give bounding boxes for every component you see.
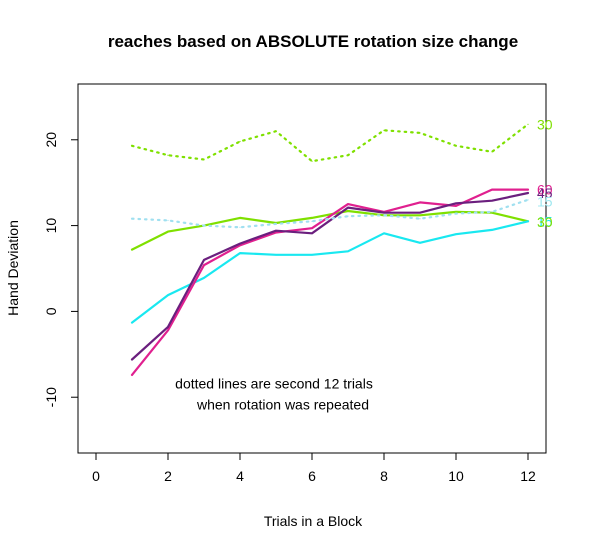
data-point [203,224,205,227]
x-tick-label: 6 [308,468,316,484]
data-point [455,202,457,204]
data-point [239,244,241,246]
data-point [347,215,349,217]
data-point [383,212,385,214]
series-end-label: 15 [537,194,553,210]
data-point [131,358,133,361]
data-point [239,252,241,254]
data-point [131,374,133,376]
series-end-label: 15 [537,213,553,229]
series-line-45 [130,191,530,361]
data-point [167,219,169,222]
data-point [347,250,349,252]
data-point [131,321,133,324]
y-tick-label: 20 [43,132,59,148]
data-point [491,211,493,213]
data-point [527,188,529,191]
data-point [203,259,205,261]
data-point [347,210,349,212]
data-point [419,132,421,134]
data-point [419,218,421,220]
data-point [167,329,169,331]
data-point [239,140,241,143]
data-point [419,242,421,244]
data-point [491,188,493,191]
data-point [311,160,313,162]
data-point [491,212,493,214]
data-point [383,214,385,216]
data-point [203,277,205,279]
data-point [347,154,349,156]
x-tick-label: 0 [92,468,100,484]
series-line-repeat-dotted [130,123,530,163]
data-point [491,229,493,231]
data-point [311,217,313,219]
data-point [275,230,277,232]
annotation-line: dotted lines are second 12 trials [175,376,373,392]
data-point [167,231,169,233]
x-tick-label: 10 [448,468,464,484]
x-tick-label: 8 [380,468,388,484]
data-point [419,201,421,204]
data-point [419,212,421,214]
data-point [203,264,205,266]
data-point [347,203,349,205]
annotation-line: when rotation was repeated [196,397,369,413]
data-point [239,243,241,245]
y-axis-label: Hand Deviation [5,220,21,316]
y-tick-label: -10 [43,387,59,407]
data-point [383,232,385,234]
data-point [131,218,133,220]
data-point [167,294,169,296]
data-point [527,123,529,125]
data-point [383,129,385,131]
data-point [311,232,313,234]
plot-area [130,123,530,376]
chart-title: reaches based on ABSOLUTE rotation size … [108,32,518,51]
data-point [239,226,241,228]
data-point [455,145,457,147]
data-point [203,158,205,161]
y-tick-label: 10 [43,218,59,234]
series-line-15 [130,220,530,324]
x-tick-label: 4 [236,468,244,484]
data-point [527,192,529,194]
data-point [491,200,493,202]
series-line-30 [130,209,530,251]
data-point [455,233,457,235]
series-end-label: 30 [537,214,553,230]
data-point [527,199,529,201]
x-axis-label: Trials in a Block [264,513,363,529]
data-point [311,220,313,222]
x-tick-label: 2 [164,468,172,484]
series-line-repeat-dotted [130,198,530,229]
x-tick-label: 12 [520,468,536,484]
data-point [131,145,133,147]
data-point [491,151,493,153]
data-point [167,326,169,328]
data-point [275,231,277,234]
data-point [275,254,277,256]
data-point [275,130,277,132]
series-end-label: 45 [537,185,553,201]
data-point [455,212,457,215]
data-point [167,154,169,156]
data-point [527,220,529,222]
data-point [131,249,133,251]
data-point [347,206,349,209]
data-point [455,211,457,213]
data-point [311,254,313,256]
data-point [239,217,241,219]
data-point [275,223,277,225]
y-tick-label: 0 [43,307,59,315]
data-point [455,205,457,207]
series-end-label: 60 [537,182,553,198]
series-end-label: 30 [537,116,553,132]
data-point [419,214,421,216]
data-point [311,227,313,229]
